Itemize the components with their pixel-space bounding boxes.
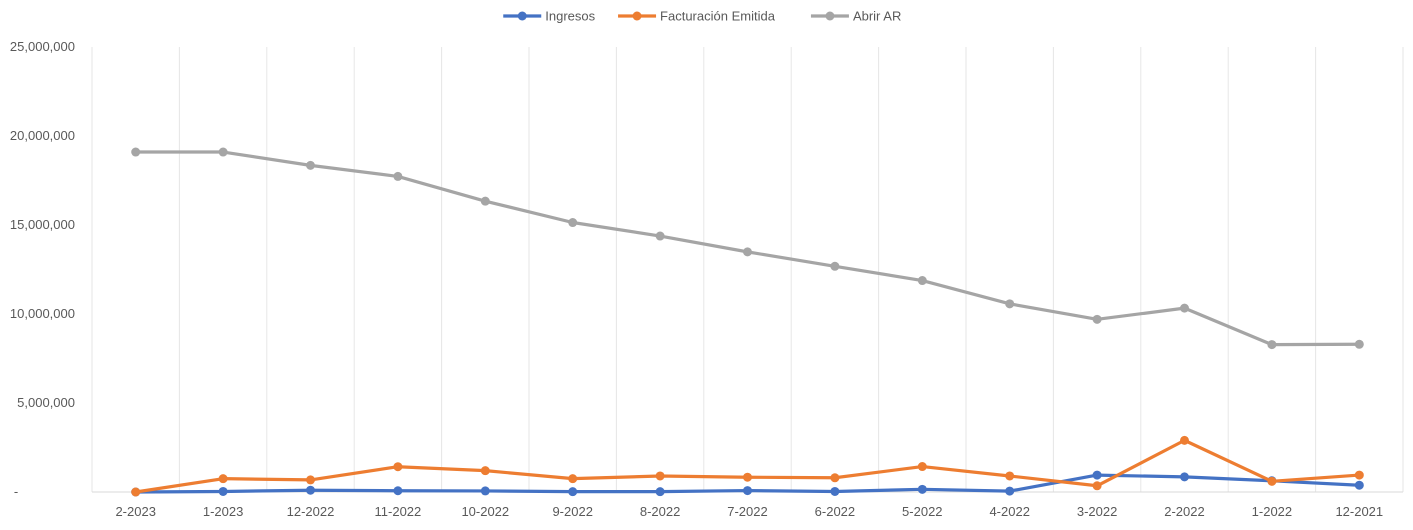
data-point — [306, 485, 315, 495]
data-point — [393, 486, 403, 496]
x-tick-label: 3-2022 — [1077, 504, 1117, 519]
data-point — [743, 472, 752, 482]
series-group — [131, 147, 1364, 497]
series-ingresos — [131, 470, 1364, 497]
data-point — [1180, 303, 1189, 313]
data-point — [917, 484, 927, 494]
x-tick-label: 7-2022 — [727, 504, 767, 519]
data-point — [1005, 299, 1015, 309]
data-point — [480, 486, 490, 496]
data-point — [743, 486, 752, 496]
series-facturaci-n-emitida — [131, 435, 1364, 497]
y-tick-label: - — [14, 484, 18, 499]
legend-marker-swatch — [517, 11, 527, 21]
data-point — [218, 474, 228, 484]
data-point — [218, 486, 228, 496]
series-abrir-ar — [131, 147, 1364, 350]
x-tick-label: 8-2022 — [640, 504, 680, 519]
data-point — [655, 487, 665, 497]
x-tick-label: 12-2021 — [1335, 504, 1383, 519]
data-point — [480, 466, 490, 476]
x-tick-label: 4-2022 — [989, 504, 1029, 519]
data-point — [568, 474, 578, 484]
legend-label: Abrir AR — [853, 9, 901, 24]
data-point — [1354, 339, 1364, 349]
legend-item: Abrir AR — [810, 9, 901, 24]
data-point — [830, 261, 840, 271]
data-point — [131, 147, 141, 157]
x-tick-label: 9-2022 — [552, 504, 592, 519]
data-point — [830, 473, 840, 483]
vertical-gridlines — [91, 47, 1404, 492]
data-point — [218, 147, 228, 157]
x-tick-label: 10-2022 — [461, 504, 509, 519]
legend-label: Facturación Emitida — [660, 9, 776, 24]
x-tick-label: 1-2022 — [1252, 504, 1292, 519]
data-point — [306, 160, 315, 170]
y-tick-label: 10,000,000 — [10, 306, 75, 321]
data-point — [393, 462, 403, 472]
legend-item: Ingresos — [503, 9, 596, 24]
y-tick-label: 15,000,000 — [10, 217, 75, 232]
x-tick-label: 6-2022 — [815, 504, 855, 519]
legend-marker-swatch — [825, 11, 835, 21]
x-tick-label: 12-2022 — [287, 504, 335, 519]
data-point — [131, 487, 141, 497]
data-point — [1005, 471, 1015, 481]
data-point — [1005, 486, 1015, 496]
series-line — [134, 438, 1361, 494]
data-point — [1267, 476, 1277, 486]
y-tick-label: 5,000,000 — [17, 395, 75, 410]
data-point — [1267, 340, 1277, 350]
data-point — [1180, 435, 1189, 445]
data-point — [568, 487, 578, 497]
data-point — [655, 471, 665, 481]
x-tick-label: 2-2022 — [1164, 504, 1204, 519]
data-point — [830, 486, 840, 496]
data-point — [1092, 314, 1102, 324]
y-tick-label: 20,000,000 — [10, 128, 75, 143]
x-tick-label: 1-2023 — [203, 504, 243, 519]
data-point — [393, 171, 403, 181]
data-point — [480, 196, 490, 206]
data-point — [1180, 472, 1189, 482]
data-point — [655, 231, 665, 241]
y-tick-label: 25,000,000 — [10, 39, 75, 54]
data-point — [917, 462, 927, 472]
data-point — [306, 475, 315, 485]
legend-item: Facturación Emitida — [618, 9, 776, 24]
x-tick-label: 5-2022 — [902, 504, 942, 519]
data-point — [1092, 470, 1102, 480]
legend-marker-swatch — [632, 11, 642, 21]
x-tick-label: 2-2023 — [115, 504, 155, 519]
data-point — [743, 247, 752, 257]
legend-label: Ingresos — [545, 9, 595, 24]
legend: Ingresos Facturación Emitida Abrir AR — [503, 9, 901, 24]
data-point — [568, 218, 578, 228]
x-axis-tick-labels: 2-2023 1-2023 12-2022 11-2022 10-2022 9-2022 8… — [115, 504, 1383, 519]
data-point — [1354, 480, 1364, 490]
x-tick-label: 11-2022 — [375, 504, 422, 519]
data-point — [917, 276, 927, 286]
y-axis-tick-labels: - 5,000,000 10,000,000 15,000,000 20,000,000… — [10, 39, 75, 499]
data-point — [1092, 481, 1102, 491]
data-point — [1354, 470, 1364, 480]
